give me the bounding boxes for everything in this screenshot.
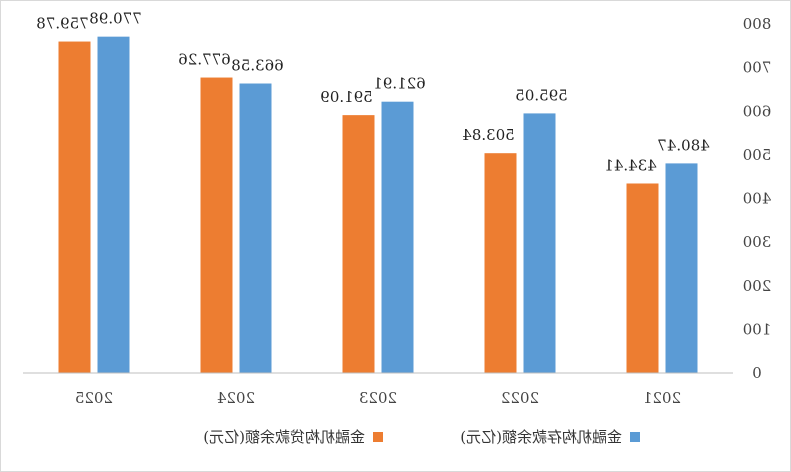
data-label-deposit-2022: 595.05 (515, 86, 568, 104)
y-tick-500: 500 (743, 146, 772, 164)
bar-deposit-2023 (381, 101, 414, 373)
bar-deposit-2021 (665, 163, 698, 373)
data-label-loan-2022: 503.84 (462, 126, 515, 144)
data-label-loan-2024: 677.26 (178, 51, 231, 69)
bar-deposit-2025 (97, 36, 130, 373)
bar-loan-2023 (342, 115, 375, 373)
bar-deposit-2022 (523, 113, 556, 374)
legend-label-deposit: 金融机构存款余额(亿元) (460, 428, 622, 446)
bar-loan-2022 (484, 153, 517, 373)
legend-swatch-loan (373, 432, 383, 442)
y-tick-100: 100 (743, 320, 772, 338)
y-tick-800: 800 (743, 15, 772, 33)
x-axis-ticks: 2025 2024 2023 2022 2021 (75, 389, 681, 407)
x-tick-2021: 2021 (643, 389, 681, 407)
bar-loan-2024 (200, 77, 233, 374)
y-axis-ticks: 0 100 200 300 400 500 600 700 800 (743, 15, 772, 382)
x-tick-2023: 2023 (359, 389, 397, 407)
y-tick-0: 0 (752, 364, 762, 382)
x-tick-2022: 2022 (501, 389, 539, 407)
data-label-deposit-2024: 663.58 (231, 57, 284, 75)
legend-swatch-deposit (630, 432, 640, 442)
y-tick-600: 600 (743, 102, 772, 120)
y-tick-400: 400 (743, 190, 772, 208)
bar-loan-2021 (626, 183, 659, 373)
bar-loan-2025 (58, 41, 91, 374)
y-tick-300: 300 (743, 233, 772, 251)
bars-layer (58, 36, 698, 374)
data-label-deposit-2021: 480.47 (657, 136, 710, 154)
legend-label-loan: 金融机构贷款余额(亿元) (203, 428, 365, 446)
data-label-loan-2025: 759.78 (36, 15, 89, 33)
x-tick-2025: 2025 (75, 389, 113, 407)
data-label-deposit-2025: 770.98 (89, 10, 142, 28)
data-label-loan-2021: 434.41 (604, 156, 657, 174)
y-tick-700: 700 (743, 59, 772, 77)
x-tick-2024: 2024 (217, 389, 255, 407)
legend: 金融机构存款余额(亿元) 金融机构贷款余额(亿元) (203, 428, 640, 446)
data-label-loan-2023: 591.09 (320, 88, 373, 106)
y-tick-200: 200 (743, 277, 772, 295)
data-label-deposit-2023: 621.91 (373, 75, 426, 93)
bar-deposit-2024 (239, 83, 272, 374)
